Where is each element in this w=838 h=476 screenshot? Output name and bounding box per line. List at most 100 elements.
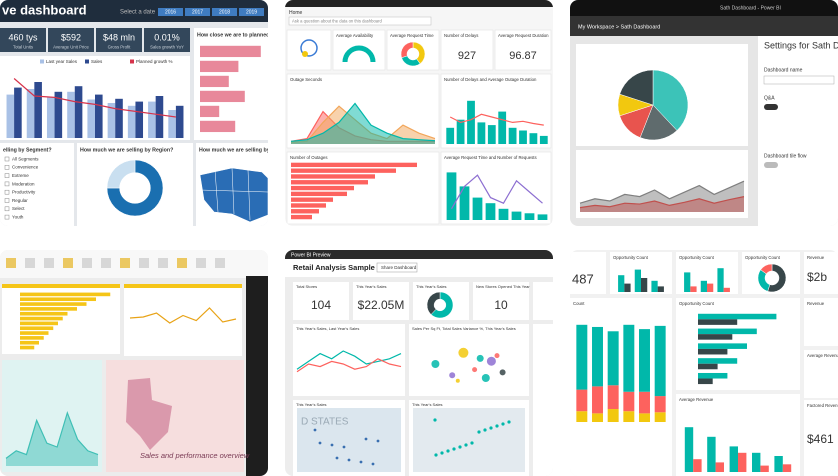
map-dot <box>364 437 368 441</box>
bar <box>135 101 144 138</box>
map-dot <box>507 420 511 424</box>
bar <box>6 94 15 138</box>
bar <box>200 60 239 73</box>
map-dot <box>313 428 317 432</box>
bar <box>291 214 312 220</box>
settings-label: Q&A <box>764 95 775 101</box>
panel-title: How much we are selling by S <box>199 147 268 153</box>
search-box[interactable] <box>288 16 432 26</box>
checkbox[interactable] <box>4 181 10 187</box>
card <box>286 29 332 71</box>
gauge <box>342 45 376 63</box>
thumbnail-image: Sath Dashboard - Power BI My Workspace > … <box>570 0 838 226</box>
year-button[interactable] <box>239 8 264 16</box>
segment-label: Productivity <box>12 190 36 195</box>
segment-label: Regular <box>12 198 28 203</box>
year-button[interactable] <box>158 8 183 16</box>
panel <box>409 324 529 396</box>
bar <box>529 133 538 144</box>
thumbnail-image: Home Ask a question about the data on thi… <box>285 0 553 226</box>
dashboard-thumbnail[interactable]: 487 Opportunity Count Opportunity Count Opp… <box>570 250 838 476</box>
line <box>290 102 436 142</box>
card-title: Total Stores <box>296 284 317 289</box>
checkbox[interactable] <box>4 165 10 170</box>
scatter-point <box>449 372 456 379</box>
bar <box>20 311 68 316</box>
text-input[interactable] <box>763 75 835 85</box>
card-title: Opportunity Count <box>679 255 715 260</box>
checkbox[interactable] <box>4 173 10 178</box>
line <box>579 180 745 204</box>
kpi-value: 0.01% <box>154 32 180 42</box>
bar <box>729 446 738 472</box>
checkbox[interactable] <box>4 214 10 220</box>
bar <box>592 413 603 422</box>
checkbox[interactable] <box>4 198 10 203</box>
card <box>804 298 838 346</box>
bar <box>291 185 354 191</box>
card-title: Average Request Time <box>390 33 434 38</box>
checkbox[interactable] <box>4 189 10 195</box>
year-button[interactable] <box>185 8 210 16</box>
dashboard-thumbnail[interactable]: ve dashboard Select a date 2016 2017 2018 201… <box>0 0 268 226</box>
scatter-point <box>476 354 484 362</box>
bar <box>537 214 548 220</box>
bar <box>698 363 718 370</box>
bar <box>508 127 517 144</box>
toggle[interactable] <box>764 162 778 168</box>
header <box>570 16 838 36</box>
thumbnail-image: ve dashboard Select a date 2016 2017 2018 201… <box>0 0 268 226</box>
bar <box>524 213 535 220</box>
bar <box>456 119 465 144</box>
card <box>533 282 553 320</box>
bar <box>20 316 63 321</box>
bar <box>723 287 730 292</box>
card-title: Revenue <box>807 301 825 306</box>
bar <box>698 358 738 364</box>
bar <box>20 302 87 306</box>
card-title: Opportunity Count <box>745 255 781 260</box>
pie-slice <box>430 291 454 319</box>
bar <box>774 456 783 472</box>
ribbon-icon <box>139 258 149 268</box>
card <box>804 400 838 476</box>
bar <box>698 372 728 379</box>
app-name: Power BI Preview <box>291 252 331 258</box>
bar <box>74 86 83 138</box>
kpi-label: Sales growth YoY <box>150 45 184 50</box>
dashboard-thumbnail[interactable]: Sales and performance overview <box>0 250 268 476</box>
year-label: 2019 <box>246 10 257 16</box>
bar <box>607 409 619 422</box>
bar <box>623 324 635 392</box>
checkbox[interactable] <box>4 156 10 162</box>
ribbon-icon <box>215 258 225 268</box>
bar <box>20 297 96 302</box>
card-value: 927 <box>458 50 476 62</box>
segment-label: Extreme <box>12 173 29 178</box>
panel-title: Number of Delays and Average Outage Dura… <box>444 77 537 82</box>
year-button[interactable] <box>212 8 237 16</box>
toggle[interactable] <box>764 104 778 110</box>
bar <box>698 348 728 355</box>
map-dot <box>371 462 375 466</box>
bar <box>654 325 666 397</box>
bar <box>707 283 714 292</box>
bar <box>67 91 75 138</box>
scatter-point <box>486 356 496 366</box>
dashboard-thumbnail[interactable]: Sath Dashboard - Power BI My Workspace > … <box>570 0 838 226</box>
map-dot <box>335 456 339 460</box>
card-title: This Year's Sales <box>356 284 387 289</box>
card-title: Factored Revenue <box>807 403 838 408</box>
top-bar <box>285 0 553 7</box>
search-placeholder: Ask a question about the data on this da… <box>292 18 383 23</box>
kpi-value: 460 tys <box>8 32 38 42</box>
share-button[interactable] <box>376 262 418 273</box>
ribbon-icon <box>158 258 168 268</box>
bar <box>148 101 156 138</box>
bar <box>175 105 184 138</box>
dashboard-thumbnail[interactable]: Home Ask a question about the data on thi… <box>285 0 553 226</box>
dashboard-thumbnail[interactable]: Power BI Preview Retail Analysis Sample Sh… <box>285 250 553 476</box>
map-dot <box>330 443 334 447</box>
checkbox[interactable] <box>4 206 10 212</box>
panel <box>440 151 552 225</box>
